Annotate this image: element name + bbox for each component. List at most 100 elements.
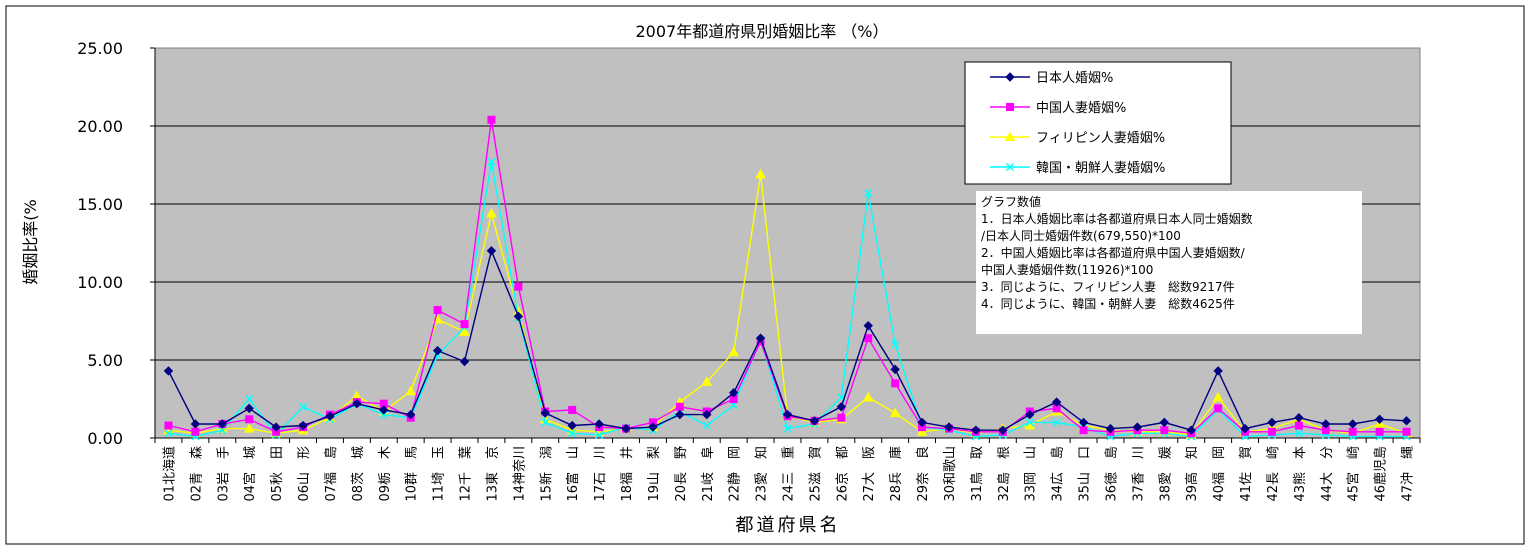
x-tick-label: 45宮 崎: [1346, 446, 1362, 502]
data-point: [163, 366, 174, 376]
data-point-stroke: [702, 421, 711, 430]
data-point: [541, 418, 550, 427]
data-point: [783, 424, 792, 433]
data-point: [1212, 391, 1224, 402]
data-point: [916, 426, 928, 436]
data-point-stroke: [783, 424, 792, 433]
data-point: [595, 430, 604, 439]
data-point: [1132, 422, 1143, 432]
y-axis-ticks: 0.00 5.00 10.00 15.00 20.00 25.00: [77, 39, 156, 448]
legend-label: 中国人妻婚姻%: [1036, 101, 1126, 116]
x-tick-label: 31鳥 取: [970, 446, 985, 502]
data-point: [164, 421, 173, 430]
data-point: [782, 409, 793, 420]
data-point: [1052, 418, 1061, 427]
x-tick-label: 15新 潟: [538, 446, 554, 502]
x-tick-label: 07福 島: [324, 446, 339, 502]
x-tick-label: 09栃 木: [378, 446, 393, 502]
data-point: [1294, 413, 1304, 423]
data-point: [379, 405, 389, 415]
data-point: [837, 413, 846, 422]
data-point-stroke: [541, 418, 550, 427]
x-tick-label: 01北海道: [162, 446, 177, 502]
data-point: [1051, 397, 1062, 407]
data-point: [245, 415, 254, 424]
data-point: [487, 157, 496, 166]
data-point: [594, 419, 604, 429]
x-tick-label: 44大 分: [1320, 446, 1335, 502]
x-tick-label: 32島 根: [997, 446, 1012, 502]
data-point: [271, 422, 281, 432]
data-point: [540, 408, 550, 418]
data-point: [1240, 423, 1250, 434]
data-point-stroke: [837, 393, 846, 402]
legend-item: 韓国・朝鮮人妻婚姻%: [990, 161, 1165, 176]
data-point: [1159, 417, 1170, 428]
data-point: [728, 346, 740, 357]
data-point: [1160, 426, 1169, 435]
x-tick-label: 23愛 知: [754, 446, 770, 502]
data-point: [809, 416, 820, 426]
x-tick-label: 12千 葉: [459, 446, 474, 502]
data-point: [325, 411, 335, 421]
data-point: [1267, 417, 1277, 428]
x-tick-label: 27大 阪: [862, 446, 877, 502]
data-point-stroke: [1052, 418, 1061, 427]
annotation-line-3: 2．中国人婚姻比率は各都道府県中国人妻婚姻数/: [981, 245, 1246, 260]
data-point: [890, 364, 900, 375]
data-point: [1005, 162, 1015, 172]
data-point-stroke: [487, 157, 496, 166]
data-point: [1105, 423, 1116, 434]
x-tick-label: 20長 野: [674, 446, 689, 502]
x-tick-label: 46鹿児島: [1373, 446, 1389, 502]
data-point: [459, 326, 470, 336]
data-point: [864, 189, 873, 198]
x-tick-label: 10群 馬: [405, 446, 420, 502]
data-point: [1294, 421, 1303, 430]
x-tick-label: 35山 口: [1078, 446, 1093, 502]
y-tick-label: 0.00: [87, 429, 123, 448]
data-point: [486, 207, 497, 218]
data-point: [648, 422, 658, 432]
chart-border: [5, 5, 1525, 545]
data-point: [1321, 419, 1331, 429]
data-point: [675, 409, 685, 420]
x-tick-label: 04宮 城: [242, 446, 258, 502]
x-axis-label: 都道府県名: [736, 515, 841, 536]
x-tick-label: 06山 形: [297, 446, 312, 502]
data-point: [1025, 409, 1035, 420]
data-point: [352, 398, 362, 409]
data-point: [701, 376, 713, 386]
annotation-line-4: 中国人妻婚姻件数(11926)*100: [981, 262, 1153, 277]
legend-items: 日本人婚姻% 中国人妻婚姻% フィリピン人妻婚姻% 韓国・朝鮮人妻婚姻%: [990, 71, 1165, 176]
data-point-stroke: [864, 189, 873, 198]
x-tick-label: 43熊 本: [1292, 446, 1308, 502]
chart-title: 2007年都道府県別婚姻比率 （%）: [635, 22, 888, 41]
data-point: [891, 340, 900, 349]
data-point: [836, 402, 847, 412]
data-point: [459, 356, 470, 367]
data-point: [191, 427, 200, 436]
legend-item: 中国人妻婚姻%: [990, 101, 1126, 116]
series-0: [163, 246, 1412, 435]
data-point: [514, 282, 523, 291]
data-point: [891, 379, 900, 388]
data-point: [568, 429, 577, 438]
data-point: [862, 391, 874, 402]
data-point: [1079, 426, 1088, 435]
data-point-stroke: [299, 402, 308, 411]
legend-box: [964, 61, 1232, 185]
data-point: [513, 311, 524, 322]
data-point: [432, 345, 443, 356]
annotation-line-2: /日本人同士婚姻件数(679,550)*100: [981, 228, 1181, 243]
data-point: [1402, 427, 1411, 436]
data-point: [244, 403, 254, 414]
x-tick-label: 24三 重: [781, 446, 797, 502]
data-point: [621, 423, 631, 434]
data-point: [863, 320, 873, 331]
x-tick-label: 21岐 阜: [700, 446, 716, 502]
data-point: [1294, 429, 1303, 438]
x-axis-ticks: 01北海道 02青 森 03岩 手 04宮 城 05秋 田 06山 形 07福 島 08茨 城…: [154, 437, 1421, 502]
